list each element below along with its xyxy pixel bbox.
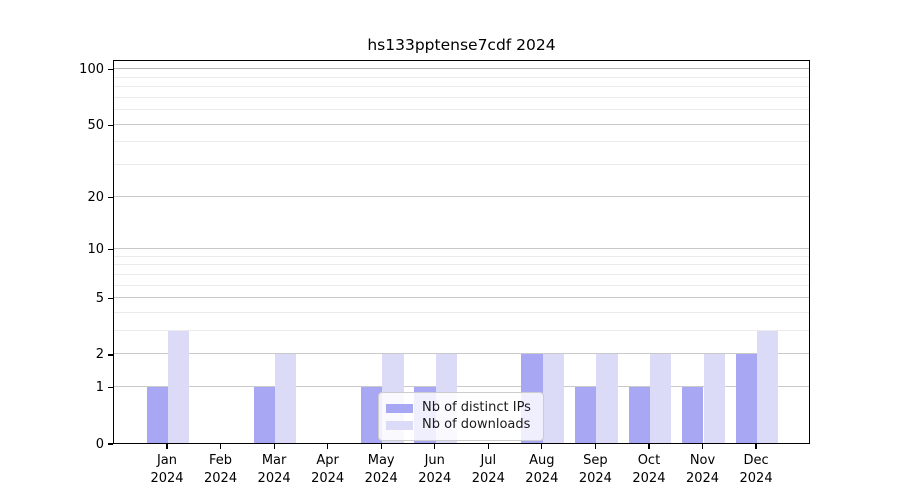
bar-downloads-jan: [168, 330, 190, 443]
y-tick-label: 100: [79, 62, 104, 78]
x-tick-mark: [701, 444, 704, 449]
gridline-minor: [114, 164, 809, 166]
x-tick-label: Jul 2024: [471, 453, 505, 486]
bar-distinct-ips-may: [360, 386, 383, 443]
x-tick-mark: [487, 444, 489, 449]
x-tick-mark: [219, 444, 222, 449]
y-tick-label: 1: [95, 380, 104, 396]
gridline-minor: [114, 141, 809, 143]
y-tick-mark: [108, 248, 113, 251]
x-tick-mark: [380, 444, 382, 449]
x-tick-label: Aug 2024: [525, 453, 559, 486]
y-tick-label: 2: [95, 347, 104, 363]
gridline-major: [114, 353, 809, 355]
gridline-major: [114, 386, 809, 388]
legend-item-distinct-ips: Nb of distinct IPs: [386, 400, 534, 416]
x-tick-mark: [755, 444, 757, 449]
chart-title: hs133pptense7cdf 2024: [367, 36, 556, 54]
y-tick-mark: [108, 387, 113, 389]
bar-downloads-aug: [542, 353, 565, 443]
x-tick-mark: [594, 444, 596, 449]
gridline-minor: [114, 273, 809, 275]
gridline-major: [114, 248, 809, 250]
bar-downloads-nov: [703, 353, 725, 443]
x-tick-label: Feb 2024: [204, 453, 238, 486]
gridline-major: [114, 297, 809, 299]
x-tick-mark: [541, 444, 543, 449]
x-tick-mark: [166, 444, 168, 449]
x-tick-label: Dec 2024: [739, 453, 773, 486]
y-tick-label: 5: [95, 291, 104, 307]
y-tick-label: 20: [87, 189, 104, 205]
x-tick-label: Jan 2024: [150, 453, 184, 486]
y-tick-label: 10: [87, 242, 104, 258]
y-tick-mark: [108, 69, 113, 71]
x-tick-mark: [648, 444, 650, 449]
legend-item-downloads: Nb of downloads: [386, 417, 534, 433]
x-tick-label: May 2024: [364, 453, 398, 486]
gridline-minor: [114, 86, 809, 88]
bar-distinct-ips-mar: [253, 386, 276, 443]
x-tick-label: Jun 2024: [418, 453, 452, 486]
x-tick-label: Sep 2024: [578, 453, 612, 486]
legend-label-downloads: Nb of downloads: [422, 417, 531, 432]
legend-swatch-distinct-ips-icon: [386, 403, 413, 413]
y-tick-mark: [108, 124, 113, 126]
gridline-minor: [114, 284, 809, 286]
bar-distinct-ips-nov: [682, 386, 704, 443]
legend-label-distinct-ips: Nb of distinct IPs: [422, 400, 531, 415]
legend-swatch-downloads-icon: [386, 420, 413, 430]
gridline-minor: [114, 109, 809, 111]
gridline-minor: [114, 312, 809, 314]
x-tick-mark: [273, 444, 275, 449]
gridline-minor: [114, 264, 809, 266]
gridline-minor: [114, 255, 809, 257]
y-tick-label: 50: [87, 117, 104, 133]
bar-distinct-ips-dec: [735, 353, 758, 443]
bar-distinct-ips-jan: [146, 386, 168, 443]
y-tick-mark: [108, 196, 113, 198]
x-tick-label: Mar 2024: [257, 453, 291, 486]
bar-distinct-ips-sep: [575, 386, 597, 443]
plot-area: [113, 60, 810, 444]
gridline-minor: [114, 96, 809, 98]
x-tick-label: Nov 2024: [685, 453, 720, 486]
gridline-major: [114, 195, 809, 197]
bar-distinct-ips-oct: [628, 386, 650, 443]
y-tick-mark: [108, 354, 113, 356]
bar-downloads-sep: [596, 353, 618, 443]
y-tick-mark: [108, 443, 113, 445]
y-tick-mark: [108, 298, 113, 300]
gridline-major: [114, 68, 809, 70]
gridline-minor: [114, 76, 809, 78]
gridline-minor: [114, 330, 809, 332]
x-tick-label: Apr 2024: [311, 453, 345, 486]
x-tick-mark: [434, 444, 436, 449]
bar-downloads-oct: [649, 353, 672, 443]
legend: Nb of distinct IPs Nb of downloads: [378, 392, 544, 441]
bar-downloads-dec: [757, 330, 779, 443]
x-tick-label: Oct 2024: [632, 453, 666, 486]
y-tick-label: 0: [95, 436, 104, 452]
x-tick-mark: [327, 444, 329, 449]
gridline-major: [114, 123, 809, 125]
bar-downloads-mar: [275, 353, 297, 443]
